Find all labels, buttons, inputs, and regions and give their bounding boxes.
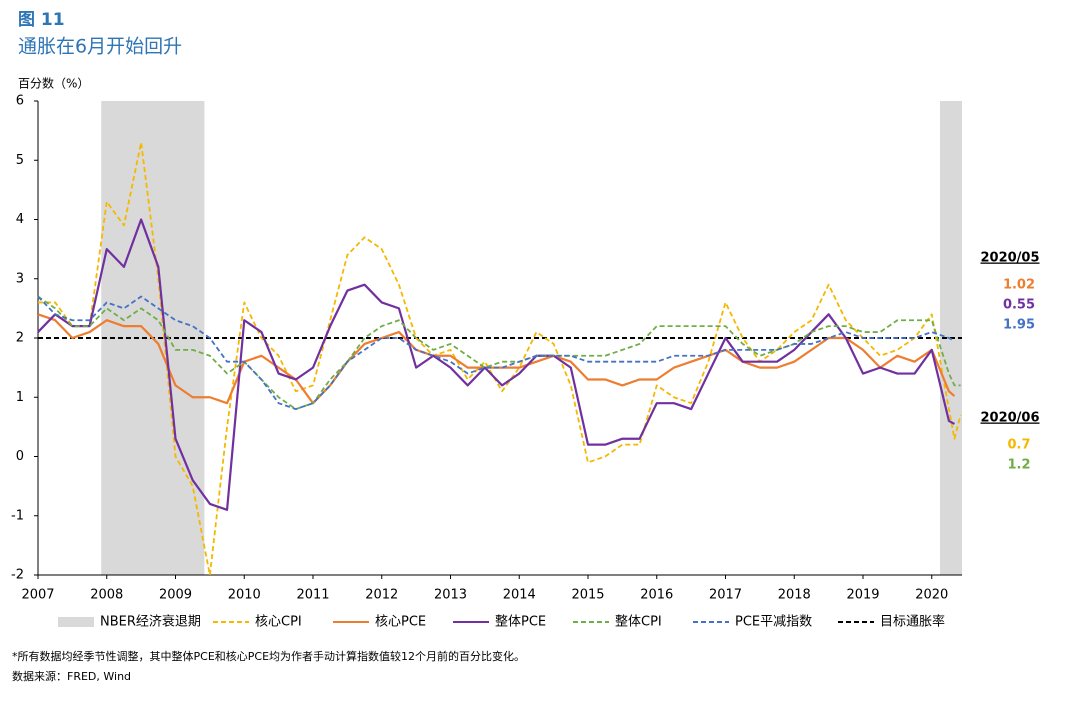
y-tick-label: 1 [16,390,24,405]
annotation-value: 0.55 [1003,298,1035,313]
x-tick-label: 2012 [365,588,398,603]
y-tick-label: 4 [16,212,24,227]
x-tick-label: 2013 [434,588,467,603]
annotation-value: 1.02 [1003,278,1035,293]
x-tick-label: 2016 [640,588,673,603]
chart-title: 通胀在6月开始回升 [18,36,182,58]
series-line [38,141,962,576]
y-tick-label: 5 [16,153,24,168]
annotation-value: 0.7 [1007,438,1030,453]
legend-label: NBER经济衰退期 [100,614,201,630]
annotation-date: 2020/05 [980,251,1039,266]
x-tick-label: 2014 [503,588,536,603]
y-tick-label: 2 [16,331,24,346]
series-line [37,295,961,410]
x-tick-label: 2019 [846,588,879,603]
legend-swatch [58,617,94,627]
annotation-value: 1.2 [1007,458,1030,473]
x-tick-label: 2009 [159,588,192,603]
x-tick-label: 2010 [228,588,261,603]
legend-label: PCE平减指数 [735,615,812,630]
y-tick-label: -2 [11,568,24,583]
legend-label: 整体CPI [615,615,662,630]
y-tick-label: 0 [16,449,24,464]
legend-label: 核心CPI [255,615,302,630]
source: 数据来源：FRED, Wind [12,669,131,683]
footnote: *所有数据均经季节性调整，其中整体PCE和核心PCE均为作者手动计算指数值较12… [12,649,525,663]
y-tick-label: -1 [11,508,24,523]
y-tick-label: 6 [16,94,24,109]
y-axis-label: 百分数（%） [18,76,89,91]
annotation-date: 2020/06 [980,411,1039,426]
legend-label: 整体PCE [495,615,546,630]
figure-label: 图 11 [18,10,65,30]
x-tick-label: 2018 [778,588,811,603]
x-tick-label: 2017 [709,588,742,603]
x-tick-label: 2007 [21,588,54,603]
x-tick-label: 2011 [296,588,329,603]
legend-label: 核心PCE [375,615,426,630]
legend-label: 目标通胀率 [880,614,945,630]
x-tick-label: 2015 [571,588,604,603]
annotation-value: 1.95 [1003,318,1035,333]
series-line [37,295,955,410]
x-tick-label: 2020 [915,588,948,603]
y-tick-label: 3 [16,271,24,286]
series-line [37,313,956,405]
x-tick-label: 2008 [90,588,123,603]
